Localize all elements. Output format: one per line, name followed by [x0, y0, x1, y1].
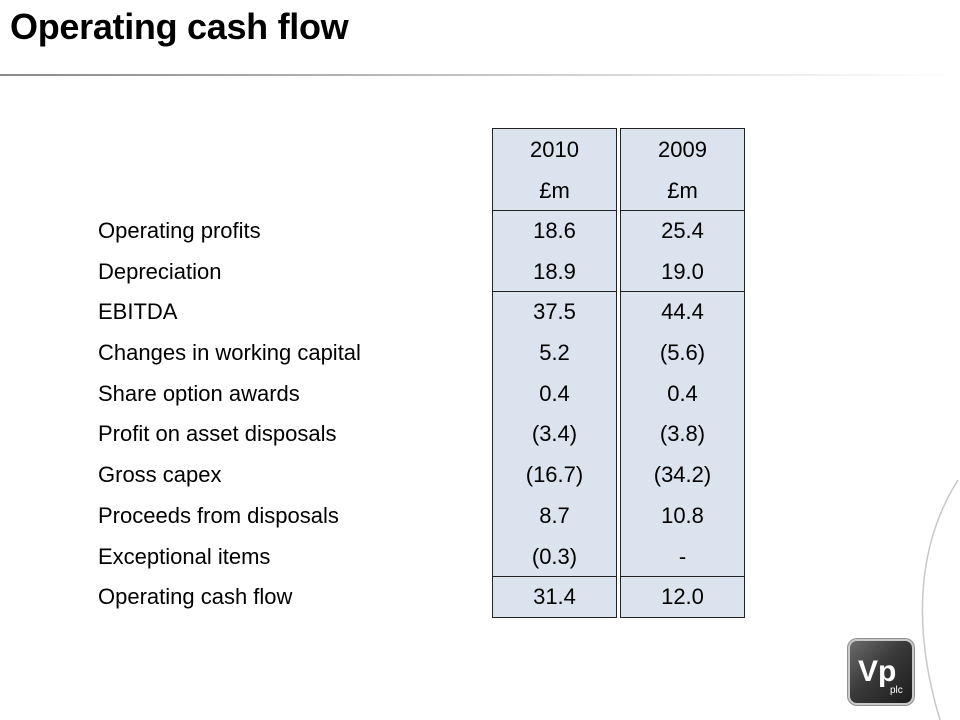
- column-year: 2009: [658, 137, 707, 162]
- table-cell: 12.0: [661, 584, 704, 610]
- table-cell: 18.6: [533, 218, 576, 243]
- table-cell: 31.4: [533, 584, 576, 610]
- row-label: Gross capex: [98, 462, 222, 488]
- table-cell: 44.4: [661, 299, 704, 325]
- logo-sub-text: plc: [890, 685, 903, 696]
- subtotal-separator: [493, 291, 616, 292]
- table-cell: (3.4): [531, 421, 578, 447]
- table-cell: (3.8): [659, 421, 706, 447]
- row-label: Depreciation: [98, 258, 222, 284]
- header-separator: [493, 210, 616, 211]
- column-2009: 2009 £m 25.4 19.0 44.4 (5.6) 0.4 (3.8) (…: [620, 128, 745, 618]
- title-divider: [0, 74, 960, 76]
- table-cell: 0.4: [667, 380, 698, 406]
- logo-main-text: Vp: [858, 655, 896, 688]
- column-unit: £m: [667, 178, 698, 203]
- column-year: 2010: [530, 137, 579, 162]
- table-cell: (0.3): [531, 543, 578, 569]
- row-label: Operating cash flow: [98, 584, 293, 610]
- total-separator: [621, 576, 744, 577]
- header-separator: [621, 210, 744, 211]
- row-label: Profit on asset disposals: [98, 421, 337, 447]
- table-cell: (5.6): [659, 340, 706, 366]
- table-cell: 18.9: [533, 258, 576, 284]
- row-label: Changes in working capital: [98, 340, 361, 366]
- decorative-curve: [921, 480, 959, 720]
- row-label: Proceeds from disposals: [98, 502, 339, 528]
- row-label: Operating profits: [98, 218, 261, 243]
- vp-logo-icon: Vp plc: [858, 655, 903, 696]
- column-unit: £m: [539, 178, 570, 203]
- row-label: EBITDA: [98, 299, 178, 325]
- row-label: Share option awards: [98, 380, 300, 406]
- page-title: Operating cash flow: [10, 6, 349, 47]
- total-separator: [493, 576, 616, 577]
- row-labels: Operating profits Depreciation EBITDA Ch…: [98, 211, 478, 618]
- table-cell: -: [678, 543, 687, 569]
- table-cell: 0.4: [539, 380, 570, 406]
- table-cell: 25.4: [661, 218, 704, 243]
- table-cell: (16.7): [525, 462, 584, 488]
- subtotal-separator: [621, 291, 744, 292]
- column-2010: 2010 £m 18.6 18.9 37.5 5.2 0.4 (3.4) (16…: [492, 128, 617, 618]
- table-cell: 10.8: [661, 502, 704, 528]
- table-cell: (34.2): [653, 462, 712, 488]
- table-cell: 37.5: [533, 299, 576, 325]
- table-cell: 5.2: [539, 340, 570, 366]
- company-logo: Vp plc: [850, 641, 912, 703]
- table-cell: 19.0: [661, 258, 704, 284]
- row-label: Exceptional items: [98, 543, 271, 569]
- table-cell: 8.7: [539, 502, 570, 528]
